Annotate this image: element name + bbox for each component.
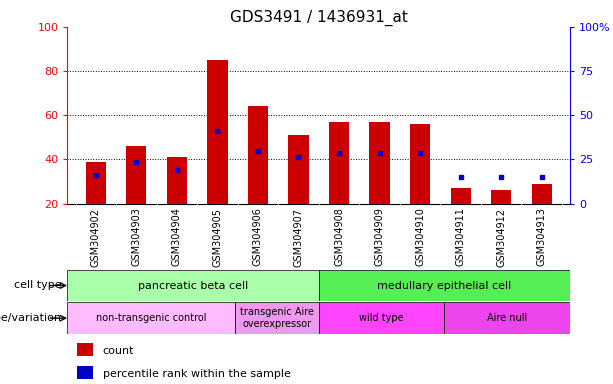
Bar: [319, 302, 444, 334]
Bar: [329, 122, 349, 204]
Bar: [444, 302, 570, 334]
Bar: [77, 343, 93, 356]
Bar: [235, 302, 319, 334]
Text: GSM304906: GSM304906: [253, 207, 263, 266]
Text: GSM304910: GSM304910: [415, 207, 425, 266]
Bar: [248, 106, 268, 204]
Bar: [288, 135, 308, 204]
Bar: [319, 270, 570, 301]
Text: GSM304902: GSM304902: [91, 207, 101, 266]
Text: GSM304905: GSM304905: [213, 207, 223, 266]
Bar: [531, 184, 552, 204]
Text: Aire null: Aire null: [487, 313, 527, 323]
Bar: [67, 270, 319, 301]
Bar: [126, 146, 147, 204]
Title: GDS3491 / 1436931_at: GDS3491 / 1436931_at: [230, 9, 408, 25]
Text: GSM304907: GSM304907: [294, 207, 303, 266]
Text: GSM304903: GSM304903: [131, 207, 142, 266]
Bar: [67, 302, 235, 334]
Text: medullary epithelial cell: medullary epithelial cell: [377, 280, 512, 291]
Text: GSM304909: GSM304909: [375, 207, 384, 266]
Text: GSM304912: GSM304912: [496, 207, 506, 266]
Text: GSM304913: GSM304913: [537, 207, 547, 266]
Text: non-transgenic control: non-transgenic control: [96, 313, 207, 323]
Bar: [86, 162, 106, 204]
Bar: [451, 188, 471, 204]
Text: genotype/variation: genotype/variation: [0, 313, 61, 323]
Text: GSM304908: GSM304908: [334, 207, 344, 266]
Text: count: count: [102, 346, 134, 356]
Bar: [410, 124, 430, 204]
Bar: [207, 60, 227, 204]
Text: GSM304904: GSM304904: [172, 207, 182, 266]
Text: percentile rank within the sample: percentile rank within the sample: [102, 369, 291, 379]
Text: wild type: wild type: [359, 313, 404, 323]
Bar: [77, 366, 93, 379]
Text: GSM304911: GSM304911: [455, 207, 466, 266]
Bar: [491, 190, 511, 204]
Text: transgenic Aire
overexpressor: transgenic Aire overexpressor: [240, 307, 314, 329]
Bar: [370, 122, 390, 204]
Text: cell type: cell type: [13, 280, 61, 290]
Text: pancreatic beta cell: pancreatic beta cell: [138, 280, 248, 291]
Bar: [167, 157, 187, 204]
